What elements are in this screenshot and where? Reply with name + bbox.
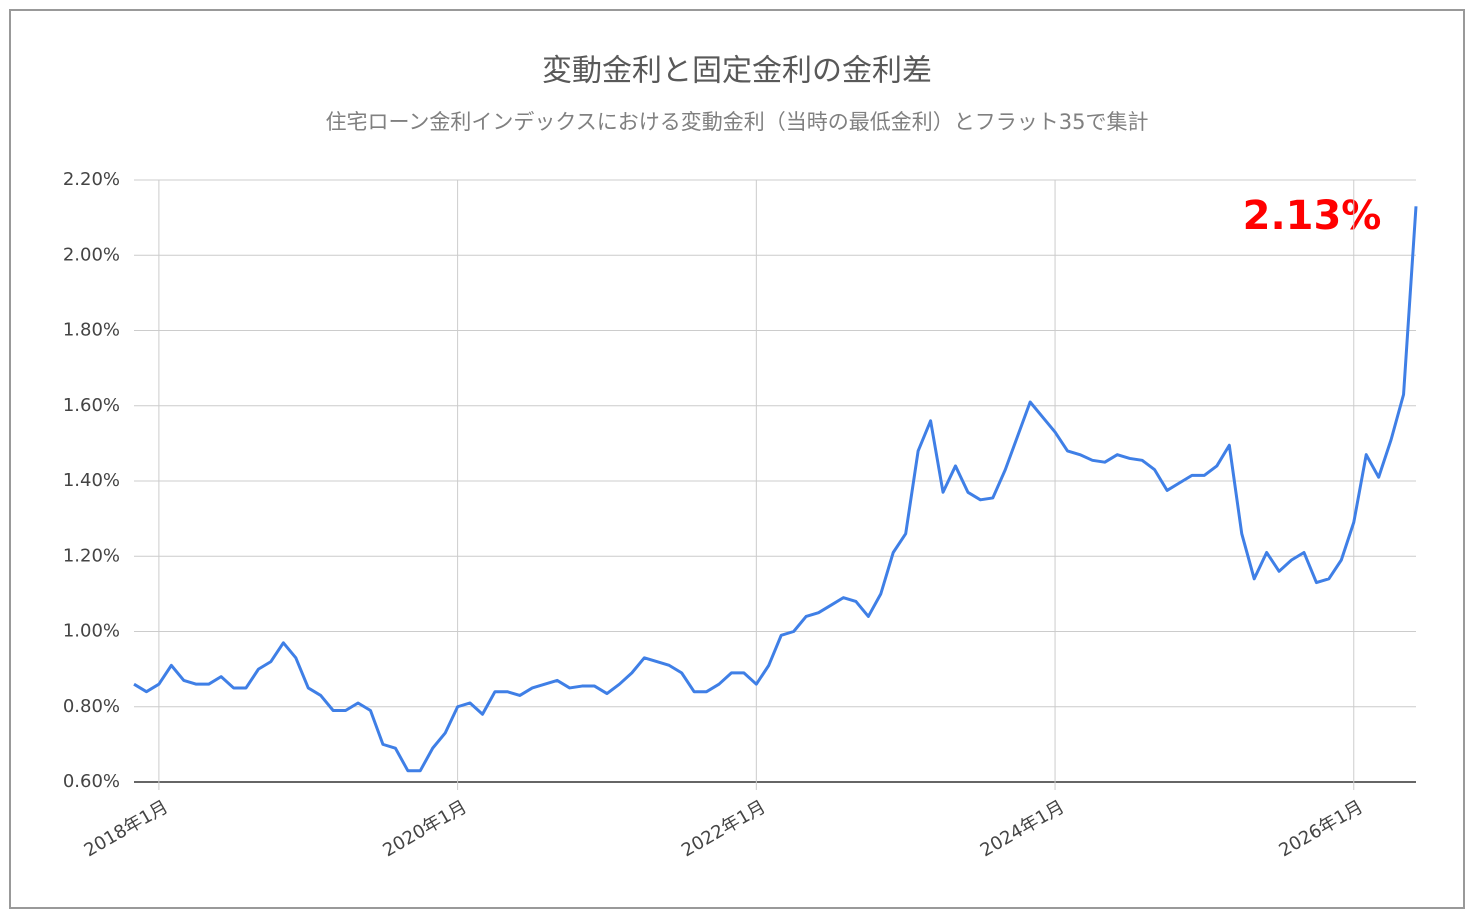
chart-border — [9, 9, 1465, 909]
y-tick-label: 0.60% — [63, 771, 120, 792]
y-tick-label: 2.20% — [63, 169, 120, 190]
line-series — [133, 206, 1418, 773]
y-tick-label: 1.00% — [63, 621, 120, 642]
y-tick-label: 1.40% — [63, 470, 120, 491]
annotation: 2.13% — [1243, 193, 1382, 239]
y-tick-label: 1.60% — [63, 395, 120, 416]
y-tick-label: 1.80% — [63, 320, 120, 341]
chart-subtitle: 住宅ローン金利インデックスにおける変動金利（当時の最低金利）とフラット35で集計 — [325, 110, 1148, 134]
y-tick-label: 1.20% — [63, 545, 120, 566]
y-tick-label: 2.00% — [63, 244, 120, 265]
y-tick-label: 0.80% — [63, 696, 120, 717]
chart-title: 変動金利と固定金利の金利差 — [542, 54, 932, 89]
